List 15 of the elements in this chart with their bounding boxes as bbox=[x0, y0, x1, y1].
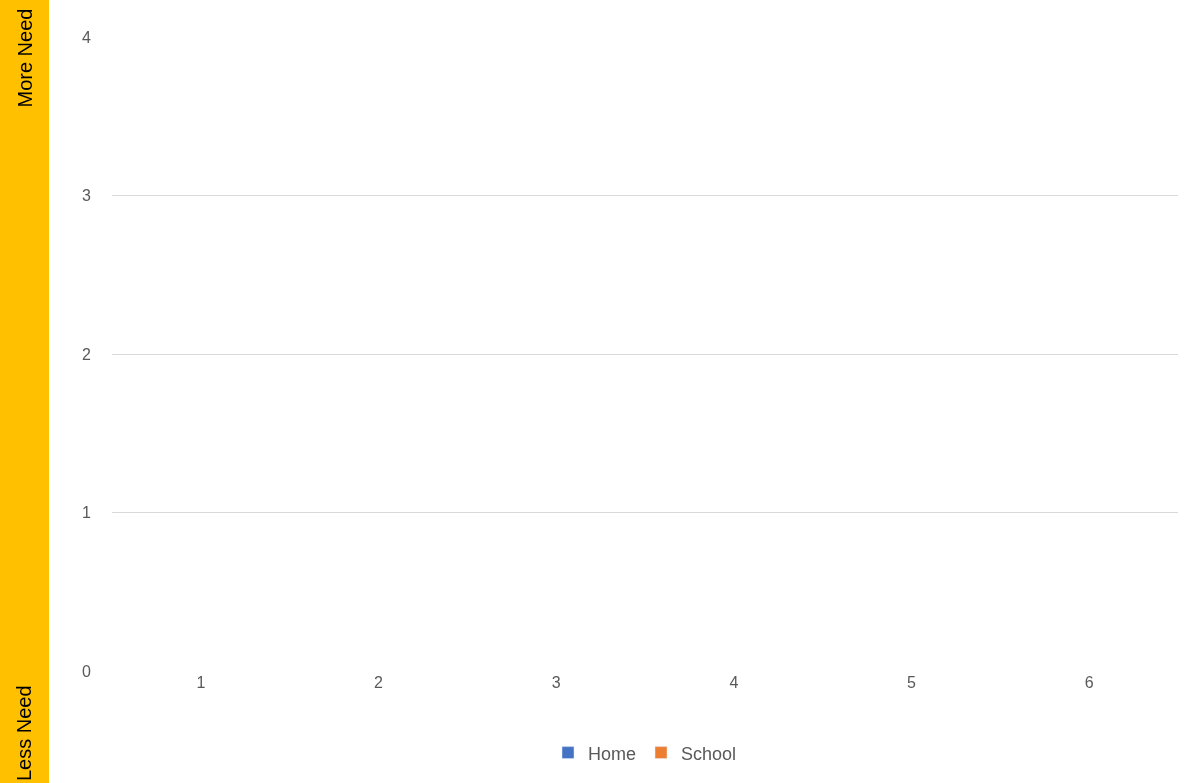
y-tick-label: 0 bbox=[82, 662, 92, 680]
x-tick-label: 4 bbox=[729, 674, 739, 691]
legend-label: School bbox=[681, 743, 737, 764]
x-tick-label: 5 bbox=[907, 674, 917, 691]
y-tick-label: 1 bbox=[82, 504, 92, 522]
x-tick-label: 1 bbox=[196, 674, 206, 691]
y-tick-label: 3 bbox=[82, 187, 92, 205]
text: More Need bbox=[13, 8, 36, 108]
x-tick-label: 2 bbox=[374, 674, 384, 691]
text: Less Need bbox=[13, 685, 35, 781]
x-tick-label: 3 bbox=[551, 674, 561, 691]
y-tick-label: 4 bbox=[82, 28, 92, 46]
y-tick-label: 2 bbox=[82, 345, 92, 363]
legend-label: Home bbox=[588, 743, 637, 764]
x-tick-label: 6 bbox=[1084, 674, 1094, 691]
